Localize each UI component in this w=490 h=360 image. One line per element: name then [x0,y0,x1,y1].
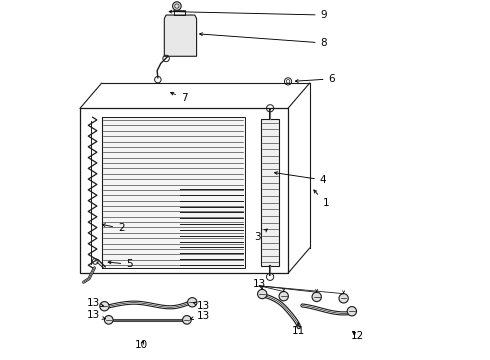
Circle shape [172,2,181,10]
Circle shape [104,316,113,324]
Text: 13: 13 [253,279,266,289]
Polygon shape [164,15,196,56]
Circle shape [100,302,109,311]
Text: 11: 11 [292,323,305,336]
Circle shape [183,316,191,324]
Text: 13: 13 [86,298,103,308]
Text: 13: 13 [193,301,210,311]
Circle shape [188,298,197,307]
Circle shape [312,292,321,302]
Circle shape [347,307,357,316]
Text: 9: 9 [169,10,327,20]
Text: 2: 2 [102,224,124,233]
Text: 10: 10 [135,340,148,350]
Text: 8: 8 [199,33,327,48]
Circle shape [339,294,348,303]
Text: 4: 4 [274,172,326,185]
Text: 5: 5 [108,259,133,269]
Text: 6: 6 [295,74,335,84]
Circle shape [258,289,267,299]
Text: 3: 3 [254,229,267,242]
Text: 13: 13 [86,310,105,320]
Text: 1: 1 [314,190,329,208]
Text: 13: 13 [191,311,210,321]
Polygon shape [101,117,245,268]
Text: 7: 7 [171,93,187,103]
Text: 12: 12 [351,331,364,341]
Circle shape [279,292,289,301]
Polygon shape [261,119,279,266]
